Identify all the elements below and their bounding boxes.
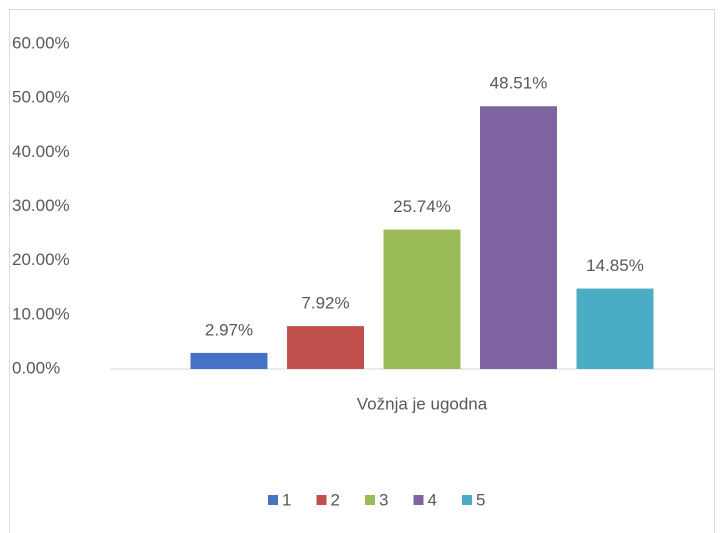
- legend-label: 2: [331, 490, 340, 509]
- legend-swatch: [413, 495, 424, 505]
- legend-swatch: [462, 495, 472, 505]
- data-label: 14.85%: [586, 256, 644, 275]
- y-tick-label: 50.00%: [12, 88, 70, 107]
- y-tick-label: 30.00%: [12, 196, 70, 215]
- bar: [383, 229, 461, 369]
- data-label: 48.51%: [490, 74, 548, 93]
- legend-swatch: [316, 495, 327, 505]
- bar: [480, 106, 557, 370]
- legend-swatch: [268, 495, 278, 505]
- y-tick-label: 60.00%: [12, 33, 70, 52]
- bar: [190, 352, 268, 369]
- legend-label: 1: [282, 490, 291, 509]
- legend-swatch: [365, 495, 375, 505]
- data-label: 7.92%: [301, 294, 349, 313]
- y-tick-label: 10.00%: [12, 304, 70, 323]
- x-tick-label: Vožnja je ugodna: [357, 394, 488, 413]
- chart-border: [9, 9, 715, 533]
- y-tick-label: 40.00%: [12, 142, 70, 161]
- y-tick-label: 20.00%: [12, 250, 70, 269]
- y-tick-label: 0.00%: [12, 358, 60, 377]
- data-label: 2.97%: [205, 320, 253, 339]
- legend-label: 3: [379, 490, 388, 509]
- legend-label: 5: [476, 490, 485, 509]
- data-label: 25.74%: [393, 197, 451, 216]
- bar: [576, 288, 654, 369]
- legend-label: 4: [428, 490, 437, 509]
- bar: [287, 326, 364, 369]
